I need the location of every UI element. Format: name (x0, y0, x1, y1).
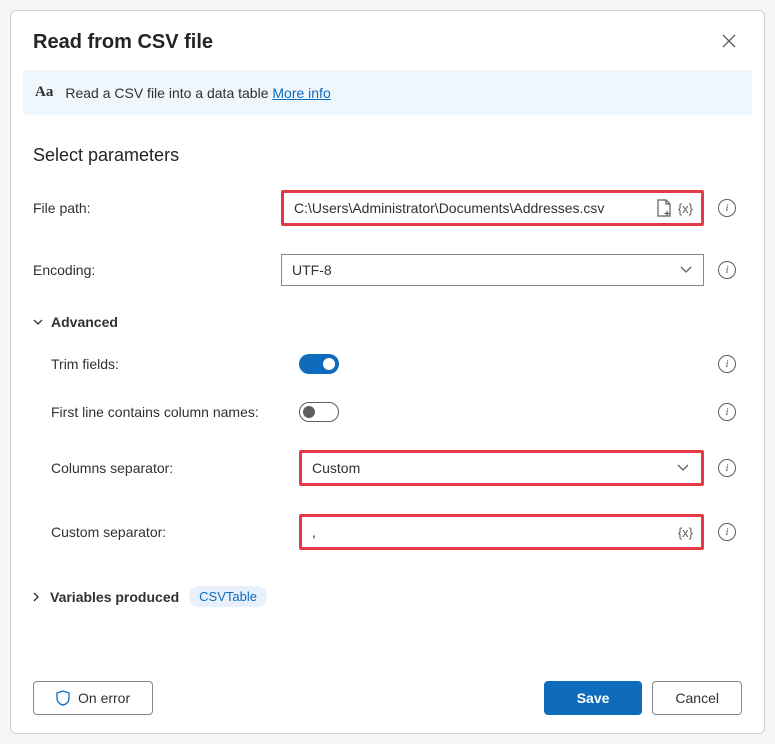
shield-icon (56, 690, 70, 706)
chevron-right-icon (33, 592, 40, 602)
encoding-select[interactable]: UTF-8 (281, 254, 704, 286)
read-csv-dialog: Read from CSV file Aa Read a CSV file in… (10, 10, 765, 734)
section-title: Select parameters (33, 145, 742, 166)
on-error-label: On error (78, 690, 130, 706)
custom-sep-info-icon[interactable]: i (718, 523, 736, 541)
banner-text: Read a CSV file into a data table More i… (65, 85, 330, 101)
trim-label: Trim fields: (51, 356, 291, 372)
file-path-label: File path: (33, 200, 273, 216)
dialog-footer: On error Save Cancel (33, 663, 742, 715)
variables-produced-toggle[interactable]: Variables produced CSVTable (33, 586, 742, 607)
close-icon (722, 34, 736, 48)
custom-sep-input[interactable] (302, 517, 678, 547)
custom-sep-label: Custom separator: (51, 524, 291, 540)
col-sep-info-icon[interactable]: i (718, 459, 736, 477)
footer-right: Save Cancel (544, 681, 742, 715)
trim-row: Trim fields: i (33, 354, 742, 374)
banner-msg: Read a CSV file into a data table (65, 85, 272, 101)
custom-sep-row: Custom separator: {x} i (33, 514, 742, 550)
encoding-label: Encoding: (33, 262, 273, 278)
chevron-down-icon (33, 319, 43, 326)
text-format-icon: Aa (35, 84, 53, 101)
on-error-button[interactable]: On error (33, 681, 153, 715)
custom-sep-icons: {x} (678, 525, 701, 540)
save-button[interactable]: Save (544, 681, 643, 715)
file-path-row: File path: {x} i (33, 190, 742, 226)
variables-produced-label: Variables produced (50, 589, 179, 605)
more-info-link[interactable]: More info (272, 85, 330, 101)
variable-picker-icon[interactable]: {x} (678, 201, 693, 216)
file-path-icons: {x} (656, 199, 701, 217)
col-sep-label: Columns separator: (51, 460, 291, 476)
trim-toggle[interactable] (299, 354, 339, 374)
file-path-input[interactable] (284, 193, 656, 223)
toggle-knob (323, 358, 335, 370)
close-button[interactable] (716, 31, 742, 53)
first-line-row: First line contains column names: i (33, 402, 742, 422)
col-sep-select[interactable]: Custom (302, 453, 701, 483)
first-line-info-icon[interactable]: i (718, 403, 736, 421)
encoding-select-wrap[interactable]: UTF-8 (281, 254, 704, 286)
dialog-header: Read from CSV file (33, 31, 742, 54)
variable-picker-icon[interactable]: {x} (678, 525, 693, 540)
cancel-button[interactable]: Cancel (652, 681, 742, 715)
file-path-input-wrap: {x} (281, 190, 704, 226)
advanced-toggle[interactable]: Advanced (33, 314, 742, 330)
trim-info-icon[interactable]: i (718, 355, 736, 373)
encoding-info-icon[interactable]: i (718, 261, 736, 279)
toggle-knob (303, 406, 315, 418)
variable-pill[interactable]: CSVTable (189, 586, 267, 607)
advanced-label: Advanced (51, 314, 118, 330)
encoding-row: Encoding: UTF-8 i (33, 254, 742, 286)
file-picker-icon[interactable] (656, 199, 672, 217)
dialog-title: Read from CSV file (33, 31, 213, 54)
custom-sep-input-wrap: {x} (299, 514, 704, 550)
col-sep-select-wrap[interactable]: Custom (299, 450, 704, 486)
file-path-info-icon[interactable]: i (718, 199, 736, 217)
first-line-label: First line contains column names: (51, 404, 291, 420)
info-banner: Aa Read a CSV file into a data table Mor… (23, 70, 752, 115)
col-sep-row: Columns separator: Custom i (33, 450, 742, 486)
first-line-toggle[interactable] (299, 402, 339, 422)
